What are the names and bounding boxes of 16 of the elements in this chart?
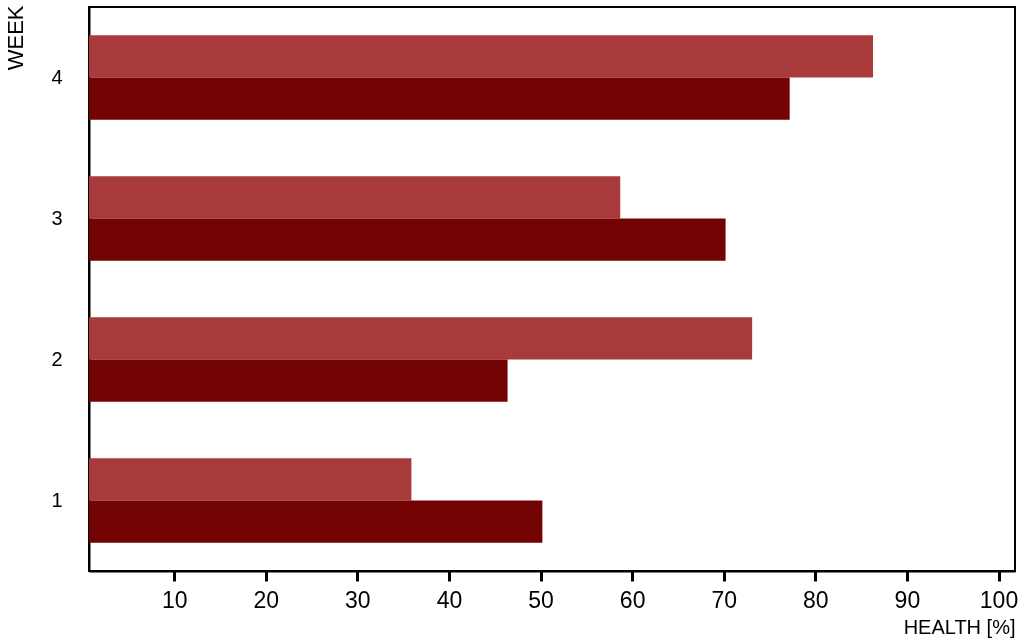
y-axis-title: WEEK — [2, 5, 28, 71]
x-tick-label: 40 — [436, 586, 463, 613]
x-tick-label: 10 — [161, 586, 188, 613]
y-tick-label: 2 — [51, 347, 63, 370]
x-axis-title: HEALTH [%] — [903, 615, 1016, 638]
y-tick-label: 3 — [51, 206, 63, 229]
x-tick-label: 100 — [979, 586, 1019, 613]
x-tick-label: 20 — [253, 586, 280, 613]
x-tick-label: 70 — [711, 586, 738, 613]
x-tick-label: 50 — [528, 586, 554, 613]
x-tick-label: 60 — [619, 586, 646, 613]
x-tick-label: 30 — [345, 586, 371, 613]
y-tick-label: 1 — [51, 488, 63, 511]
x-tick-label: 80 — [803, 586, 829, 613]
x-tick-label: 90 — [894, 586, 921, 613]
y-tick-label: 4 — [51, 65, 63, 88]
